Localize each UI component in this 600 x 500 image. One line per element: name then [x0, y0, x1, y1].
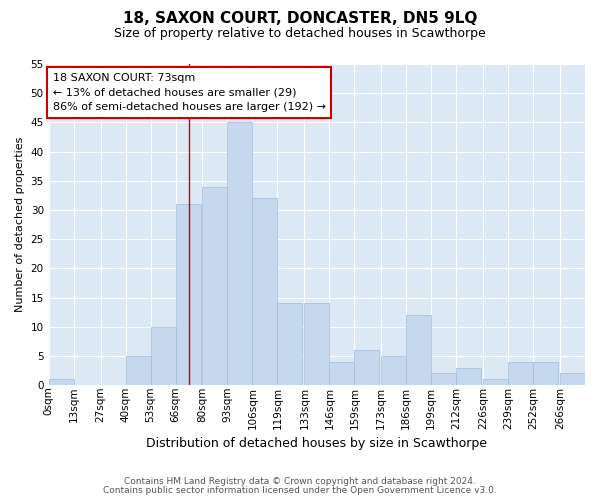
Bar	[304, 304, 329, 385]
Bar	[277, 304, 302, 385]
Text: Size of property relative to detached houses in Scawthorpe: Size of property relative to detached ho…	[114, 28, 486, 40]
X-axis label: Distribution of detached houses by size in Scawthorpe: Distribution of detached houses by size …	[146, 437, 487, 450]
Bar	[381, 356, 406, 385]
Text: Contains HM Land Registry data © Crown copyright and database right 2024.: Contains HM Land Registry data © Crown c…	[124, 477, 476, 486]
Bar	[533, 362, 558, 385]
Bar	[202, 186, 227, 385]
Bar	[406, 315, 431, 385]
Bar	[227, 122, 253, 385]
Bar	[329, 362, 355, 385]
Text: 18, SAXON COURT, DONCASTER, DN5 9LQ: 18, SAXON COURT, DONCASTER, DN5 9LQ	[123, 11, 477, 26]
Text: Contains public sector information licensed under the Open Government Licence v3: Contains public sector information licen…	[103, 486, 497, 495]
Y-axis label: Number of detached properties: Number of detached properties	[15, 137, 25, 312]
Bar	[431, 374, 456, 385]
Bar	[456, 368, 481, 385]
Text: 18 SAXON COURT: 73sqm
← 13% of detached houses are smaller (29)
86% of semi-deta: 18 SAXON COURT: 73sqm ← 13% of detached …	[53, 73, 326, 112]
Bar	[151, 327, 176, 385]
Bar	[483, 380, 508, 385]
Bar	[355, 350, 379, 385]
Bar	[560, 374, 585, 385]
Bar	[176, 204, 200, 385]
Bar	[508, 362, 533, 385]
Bar	[253, 198, 277, 385]
Bar	[125, 356, 151, 385]
Bar	[49, 380, 74, 385]
